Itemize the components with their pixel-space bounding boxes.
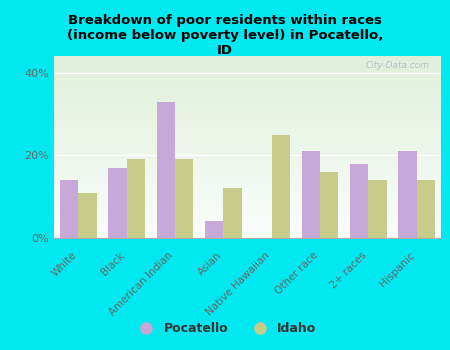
Text: Asian: Asian [196,250,223,278]
Bar [108,168,126,238]
Bar [205,222,223,238]
Bar [302,151,320,238]
Bar [60,180,78,238]
Bar [157,102,175,238]
Text: Other race: Other race [274,250,320,297]
Bar [78,193,97,238]
Bar [417,180,435,238]
Bar [320,172,338,238]
Legend: Pocatello, Idaho: Pocatello, Idaho [129,317,321,340]
Text: White: White [50,250,78,279]
Bar [350,163,369,238]
Bar [272,135,290,238]
Bar [175,159,194,238]
Bar [223,188,242,238]
Text: American Indian: American Indian [108,250,175,317]
Text: Black: Black [99,250,126,278]
Text: Hispanic: Hispanic [378,250,417,289]
Text: City-Data.com: City-Data.com [365,62,429,70]
Bar [398,151,417,238]
Text: Breakdown of poor residents within races
(income below poverty level) in Pocatel: Breakdown of poor residents within races… [67,14,383,57]
Text: Native Hawaiian: Native Hawaiian [204,250,272,317]
Bar [126,159,145,238]
Bar [369,180,387,238]
Text: 2+ races: 2+ races [328,250,369,290]
